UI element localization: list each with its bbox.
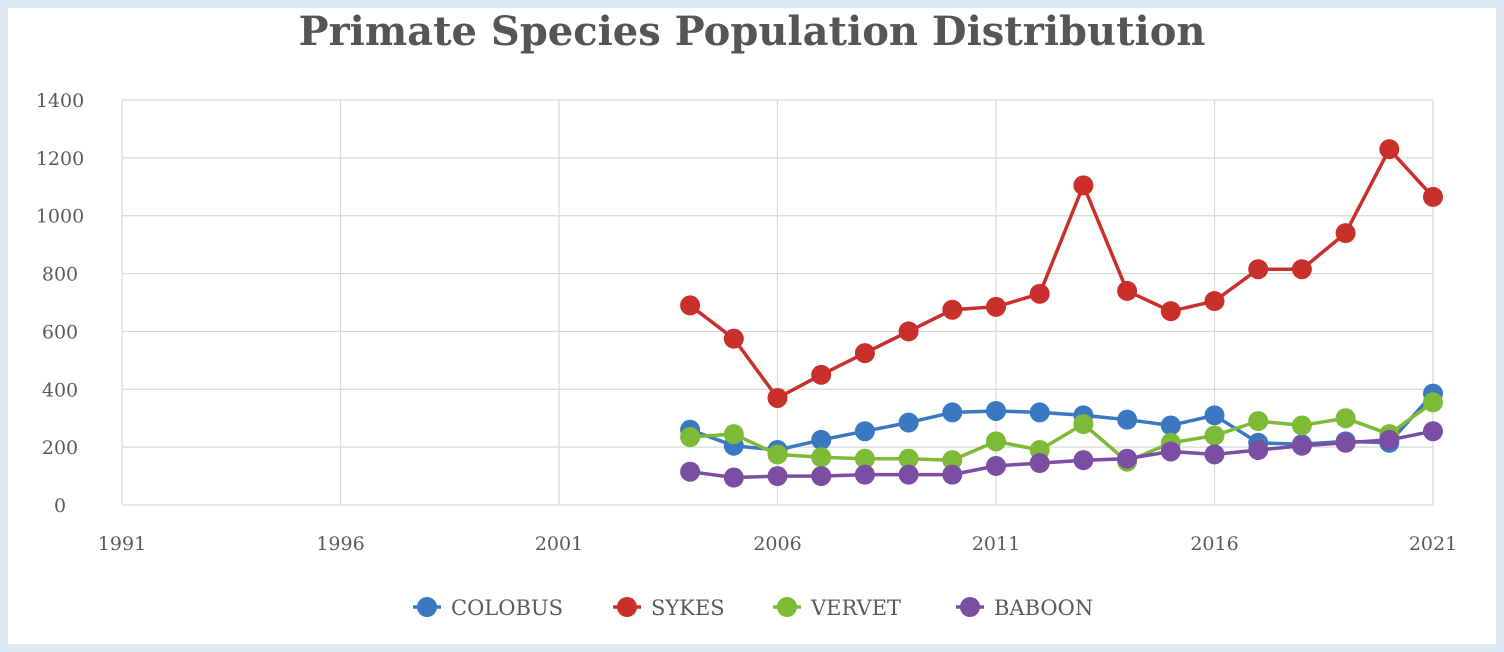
data-point — [1160, 301, 1181, 322]
x-tick-label: 1996 — [316, 533, 364, 555]
series-vervet — [680, 392, 1443, 472]
data-point — [986, 296, 1006, 317]
data-point — [767, 466, 788, 487]
data-point — [1423, 421, 1443, 442]
series-group — [680, 139, 1443, 488]
y-tick-label: 200 — [42, 437, 78, 459]
data-point — [898, 412, 919, 433]
data-point — [1335, 223, 1356, 244]
data-point — [1423, 186, 1443, 207]
data-point — [811, 466, 832, 487]
legend-item-vervet: VERVET — [773, 596, 901, 620]
gridlines — [121, 99, 1434, 506]
x-tick-label: 2006 — [753, 533, 801, 555]
legend-swatch-marker — [617, 597, 637, 617]
data-point — [1117, 280, 1138, 301]
data-point — [1335, 432, 1356, 453]
legend: COLOBUS SYKES VERVET BABOON — [413, 596, 1093, 620]
legend-swatch-marker — [417, 597, 437, 617]
legend-label: SYKES — [651, 596, 725, 620]
legend-label: VERVET — [810, 596, 901, 620]
data-point — [1423, 392, 1443, 413]
data-point — [680, 295, 701, 316]
y-tick-label: 0 — [54, 495, 66, 517]
series-line — [689, 400, 1435, 464]
data-point — [1204, 291, 1225, 312]
data-point — [1073, 450, 1094, 471]
chart-background — [8, 8, 1496, 644]
data-point — [854, 448, 875, 469]
x-tick-label: 2001 — [535, 533, 583, 555]
data-point — [767, 444, 788, 465]
data-point — [723, 424, 744, 445]
y-tick-label: 800 — [42, 264, 78, 286]
series-baboon — [680, 421, 1443, 488]
data-point — [811, 447, 832, 468]
x-tick-label: 2021 — [1409, 533, 1457, 555]
data-point — [942, 402, 963, 423]
data-point — [854, 464, 875, 485]
data-point — [1204, 405, 1225, 426]
data-point — [1291, 259, 1312, 280]
y-tick-label: 1400 — [36, 90, 84, 112]
data-point — [1291, 435, 1312, 456]
y-tick-label: 400 — [42, 379, 78, 401]
legend-item-colobus: COLOBUS — [413, 596, 563, 620]
x-tick-label: 2016 — [1190, 533, 1238, 555]
data-point — [854, 343, 875, 364]
data-point — [854, 421, 875, 442]
data-point — [898, 321, 919, 342]
y-tick-label: 1000 — [36, 206, 84, 228]
data-point — [898, 448, 919, 469]
data-point — [1335, 408, 1356, 429]
data-point — [723, 328, 744, 349]
data-point — [811, 364, 832, 385]
legend-item-baboon: BABOON — [956, 596, 1093, 620]
data-point — [1117, 409, 1138, 430]
legend-item-sykes: SYKES — [613, 596, 725, 620]
data-point — [1248, 411, 1269, 432]
data-point — [1160, 415, 1181, 436]
data-point — [1117, 448, 1138, 469]
data-point — [1291, 415, 1312, 436]
data-point — [1073, 414, 1094, 434]
data-point — [942, 299, 963, 320]
data-point — [1248, 440, 1269, 461]
y-tick-label: 1200 — [36, 148, 84, 170]
data-point — [986, 455, 1006, 476]
data-point — [1073, 175, 1094, 196]
data-point — [986, 431, 1006, 452]
x-tick-label: 1991 — [98, 533, 146, 555]
data-point — [1204, 425, 1225, 446]
data-point — [1160, 441, 1181, 462]
x-tick-label: 2011 — [972, 533, 1020, 555]
legend-label: BABOON — [994, 596, 1093, 620]
legend-swatch-marker — [960, 597, 980, 617]
data-point — [1248, 259, 1269, 280]
y-axis-ticks: 0 200 400 600 800 1000 1200 1400 — [36, 90, 84, 517]
data-point — [1029, 453, 1050, 474]
data-point — [723, 467, 744, 488]
data-point — [1379, 139, 1400, 160]
data-point — [680, 427, 701, 448]
legend-swatch-marker — [777, 597, 797, 617]
series-sykes — [680, 139, 1443, 408]
data-point — [1204, 444, 1225, 465]
data-point — [898, 464, 919, 485]
data-point — [767, 387, 788, 408]
data-point — [942, 450, 963, 471]
data-point — [811, 429, 832, 450]
data-point — [986, 400, 1006, 421]
x-axis-ticks: 1991 1996 2001 2006 2011 2016 2021 — [98, 533, 1457, 555]
data-point — [680, 461, 701, 482]
y-tick-label: 600 — [42, 321, 78, 343]
legend-label: COLOBUS — [451, 596, 563, 620]
data-point — [1029, 402, 1050, 423]
data-point — [1379, 429, 1400, 450]
chart-title: Primate Species Population Distribution — [298, 8, 1206, 55]
data-point — [942, 464, 963, 485]
data-point — [1029, 283, 1050, 304]
